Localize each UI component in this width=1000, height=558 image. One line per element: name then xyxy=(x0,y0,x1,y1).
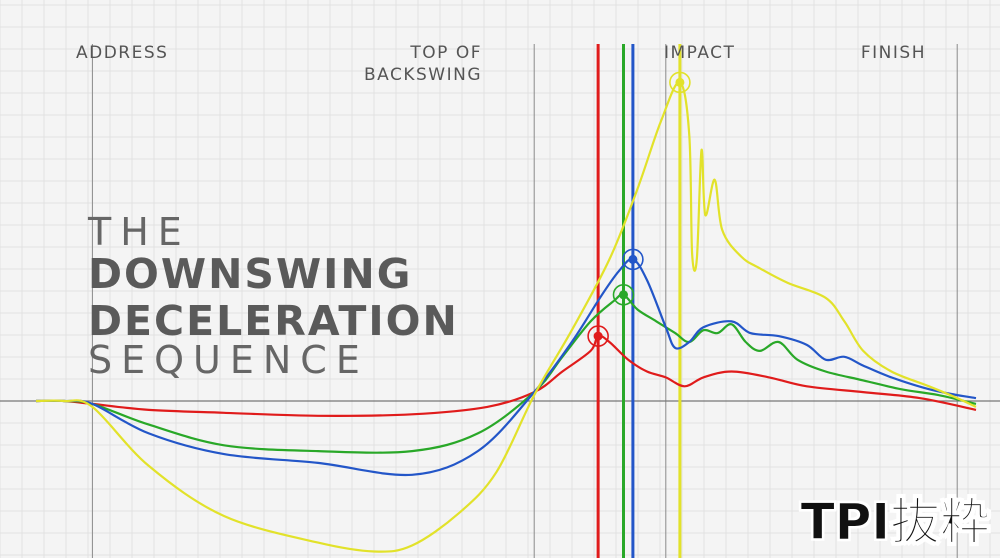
phase-label-finish: FINISH xyxy=(861,42,926,64)
peak-markers xyxy=(588,72,690,346)
phase-label-top-of-backswing: TOP OF BACKSWING xyxy=(364,42,482,86)
phase-label-address: ADDRESS xyxy=(76,42,168,64)
peak-point xyxy=(594,332,603,341)
peak-point xyxy=(628,255,637,264)
phase-label-impact: IMPACT xyxy=(664,42,735,64)
watermark-text: TPI抜粋 xyxy=(801,482,990,554)
peak-lines xyxy=(598,44,680,558)
peak-point xyxy=(675,78,684,87)
title-downswing: DOWNSWING xyxy=(88,250,412,298)
phase-label-top-line2: BACKSWING xyxy=(364,64,482,86)
title-the: THE xyxy=(88,210,191,254)
peak-point xyxy=(619,290,628,299)
phase-label-top-line1: TOP OF xyxy=(364,42,482,64)
title-sequence: SEQUENCE xyxy=(88,338,369,382)
